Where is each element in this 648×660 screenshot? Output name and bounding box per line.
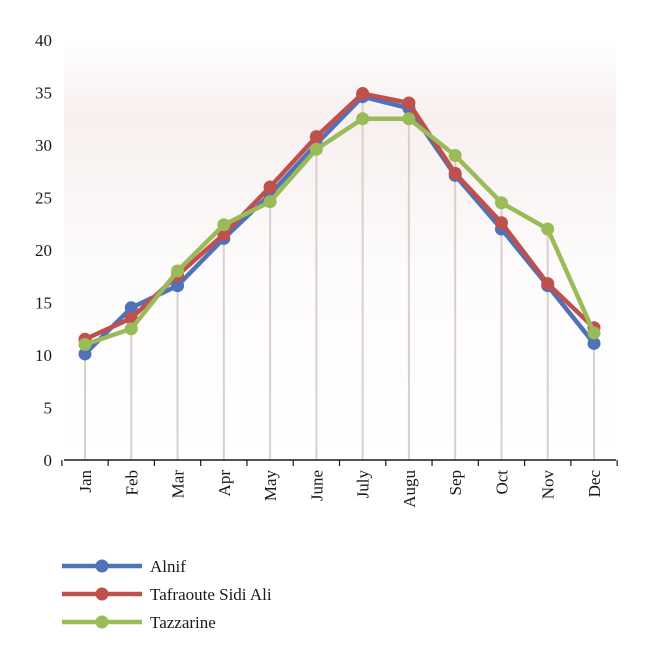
data-point [587,326,601,340]
y-axis: 0 5 10 15 20 25 30 35 40 [35,31,52,470]
data-point [217,218,231,232]
x-tick-label: Dec [585,470,604,498]
x-tick-label: Oct [492,470,511,495]
plot-area [64,40,616,460]
x-tick-label: May [261,470,280,502]
legend-item: Tafraoute Sidi Ali [62,585,272,604]
legend-item: Tazzarine [62,613,216,632]
data-point [78,347,92,361]
data-point [402,96,416,110]
y-tick-label: 10 [35,346,52,365]
legend-label: Alnif [150,557,186,576]
data-point [356,87,370,101]
data-point [587,336,601,350]
series-2 [78,112,601,351]
data-point [309,130,323,144]
legend-swatch-marker [95,559,109,573]
data-point [78,338,92,351]
x-tick-label: Nov [539,470,558,500]
legend-label: Tazzarine [150,613,216,632]
legend-item: Alnif [62,557,186,576]
x-tick-label: July [354,470,373,499]
legend: Alnif Tafraoute Sidi Ali Tazzarine [62,557,272,632]
data-point [309,142,323,156]
data-point [448,166,462,180]
legend-swatch-marker [95,615,109,629]
series-layer [78,87,601,361]
legend-label: Tafraoute Sidi Ali [150,585,272,604]
y-tick-label: 30 [35,136,52,155]
series-line [83,94,596,356]
data-point [124,322,138,336]
data-point [263,180,277,194]
x-tick-label: Augu [400,470,419,508]
data-point [171,264,185,278]
x-tick-label: June [307,470,326,501]
x-tick-label: Sep [446,470,465,496]
drop-lines [84,93,595,460]
data-point [541,277,555,291]
data-point [171,279,185,293]
y-tick-label: 0 [44,451,53,470]
x-axis: Jan Feb Mar Apr May June July Augu Sep Oct Nov Dec [61,459,618,508]
data-point [541,222,555,236]
y-tick-label: 5 [44,399,53,418]
legend-swatch-marker [95,587,109,601]
x-tick-label: Jan [76,470,95,493]
data-point [494,196,508,210]
data-point [494,216,508,230]
y-tick-label: 35 [35,84,52,103]
data-point [402,112,416,126]
y-tick-label: 40 [35,31,52,50]
data-point [124,301,138,315]
x-tick-label: Apr [215,470,234,497]
data-point [448,149,462,162]
y-tick-label: 15 [35,294,52,313]
y-tick-label: 25 [35,189,52,208]
y-tick-label: 20 [35,241,52,260]
data-point [356,112,370,126]
series-line [84,116,597,347]
x-tick-label: Feb [122,470,141,496]
x-tick-label: Mar [169,470,188,499]
data-point [263,195,277,209]
